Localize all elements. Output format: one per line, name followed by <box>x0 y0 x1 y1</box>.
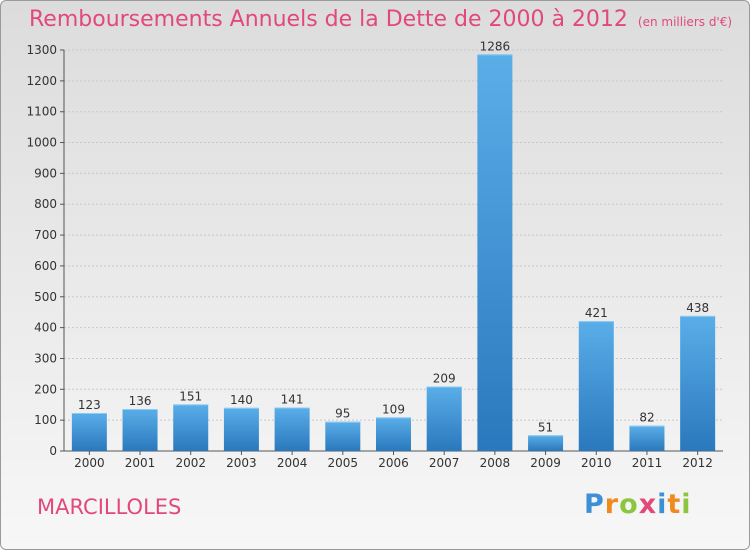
proxiti-logo: Proxiti <box>584 489 692 520</box>
x-tick-label: 2003 <box>226 456 257 470</box>
bar <box>629 425 665 451</box>
y-tick-label: 700 <box>34 228 57 242</box>
y-tick-label: 1100 <box>26 105 57 119</box>
data-label: 140 <box>230 393 253 407</box>
labels: 123 2000 136 2001 151 2002 140 2003 141 2004 95 200… <box>74 39 713 470</box>
data-label: 136 <box>129 394 152 408</box>
data-label: 95 <box>335 407 350 421</box>
x-tick-label: 2000 <box>74 456 105 470</box>
chart-title: Remboursements Annuels de la Dette de 20… <box>29 7 732 32</box>
data-label: 51 <box>538 420 553 434</box>
data-label: 123 <box>78 398 101 412</box>
data-label: 209 <box>433 372 456 386</box>
x-tick-label: 2009 <box>530 456 561 470</box>
x-tick-label: 2001 <box>125 456 156 470</box>
data-label: 151 <box>179 389 202 403</box>
x-tick-label: 2007 <box>429 456 460 470</box>
x-tick-label: 2011 <box>632 456 663 470</box>
y-tick-label: 100 <box>34 413 57 427</box>
bars <box>71 54 716 452</box>
bar <box>426 386 462 451</box>
bar <box>173 404 209 451</box>
bar <box>274 407 310 451</box>
x-tick-label: 2008 <box>480 456 511 470</box>
chart-title-text: Remboursements Annuels de la Dette de 20… <box>29 7 628 32</box>
x-tick-label: 2004 <box>277 456 308 470</box>
bar <box>325 421 361 451</box>
bar <box>223 407 259 451</box>
data-label: 82 <box>639 411 654 425</box>
bar <box>71 413 107 451</box>
y-tick-label: 1300 <box>26 43 57 57</box>
y-tick-label: 1200 <box>26 74 57 88</box>
data-label: 1286 <box>480 39 511 53</box>
y-tick-label: 600 <box>34 259 57 273</box>
gridlines <box>64 49 723 421</box>
bar <box>578 321 614 451</box>
x-tick-label: 2012 <box>682 456 713 470</box>
chart-unit: (en milliers d'€) <box>637 15 733 29</box>
y-tick-label: 1000 <box>26 136 57 150</box>
y-tick-label: 300 <box>34 351 57 365</box>
x-tick-label: 2010 <box>581 456 612 470</box>
x-tick-label: 2005 <box>328 456 359 470</box>
x-tick-label: 2006 <box>378 456 409 470</box>
commune-name: MARCILLOLES <box>37 495 182 519</box>
bar <box>528 435 564 451</box>
y-tick-label: 900 <box>34 166 57 180</box>
y-tick-label: 0 <box>49 444 57 458</box>
y-tick-label: 400 <box>34 321 57 335</box>
bar <box>680 315 716 451</box>
y-tick-label: 200 <box>34 382 57 396</box>
x-tick-label: 2002 <box>175 456 206 470</box>
data-label: 109 <box>382 402 405 416</box>
bar <box>477 54 513 452</box>
bar <box>122 409 158 451</box>
bar <box>376 417 411 451</box>
data-label: 438 <box>686 301 709 315</box>
y-tick-label: 800 <box>34 197 57 211</box>
data-label: 141 <box>281 393 304 407</box>
data-label: 421 <box>585 306 608 320</box>
y-tick-label: 500 <box>34 290 57 304</box>
